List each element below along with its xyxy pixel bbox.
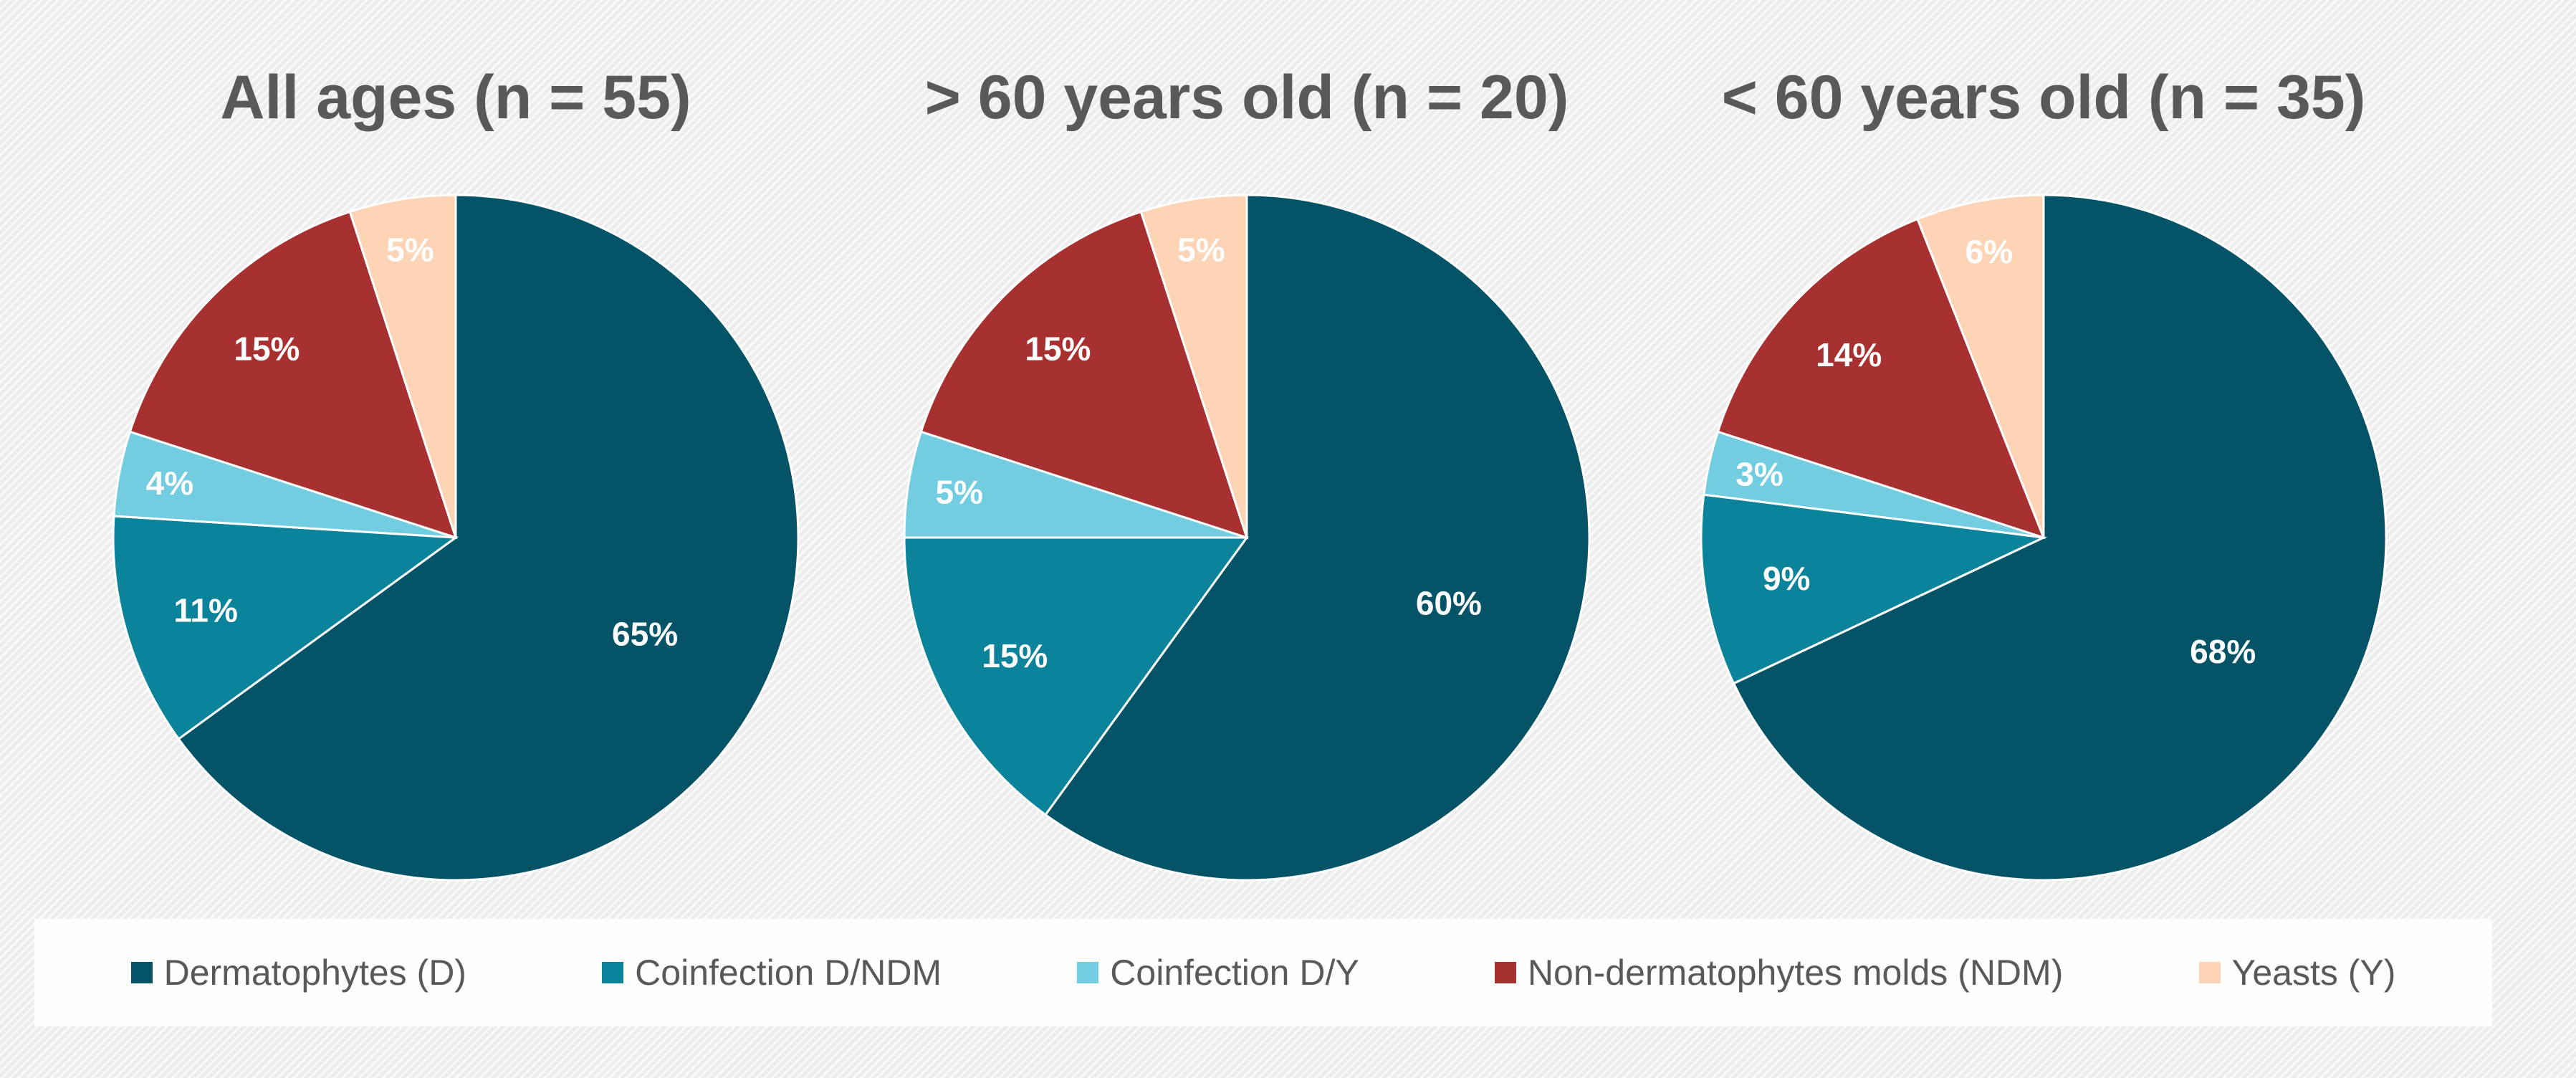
pie-slice-non-dermatophytes-molds-ndm	[919, 210, 1249, 540]
pie-chart-1: All ages (n = 55) 65% 11% 4% 15% 5%	[112, 63, 800, 882]
slice-data-label: 5%	[1177, 232, 1225, 269]
pie-slice-non-dermatophytes-molds-ndm	[128, 210, 458, 540]
pie-slice-yeasts-y	[348, 194, 457, 538]
slice-data-label: 5%	[386, 232, 434, 269]
legend-label: Yeasts (Y)	[2231, 953, 2396, 993]
slice-data-label: 14%	[1816, 336, 1882, 373]
slice-data-label: 11%	[173, 591, 238, 629]
legend-label: Non-dermatophytes molds (NDM)	[1527, 953, 2064, 993]
slice-data-label: 15%	[1025, 330, 1091, 367]
legend-item: Coinfection D/NDM	[602, 952, 942, 993]
slice-data-label: 65%	[612, 616, 678, 653]
pie-slice-yeasts-y	[1916, 194, 2045, 538]
legend-swatch	[2198, 962, 2221, 983]
slice-data-label: 4%	[146, 464, 193, 502]
pie-slice-non-dermatophytes-molds-ndm	[1716, 217, 2046, 540]
pie-slice-dermatophytes-d	[177, 194, 800, 882]
pie-slice-coinfection-d-ndm	[1700, 493, 2048, 685]
legend-item: Yeasts (Y)	[2198, 952, 2396, 993]
chart-title: All ages (n = 55)	[220, 63, 691, 132]
chart-title: > 60 years old (n = 20)	[925, 63, 1569, 132]
legend-label: Coinfection D/Y	[1110, 953, 1359, 993]
legend-swatch	[602, 962, 624, 983]
pie-chart-2: > 60 years old (n = 20) 60% 15% 5% 15% 5%	[903, 63, 1591, 882]
pie-slice-dermatophytes-d	[1732, 194, 2388, 882]
pie-chart-3: < 60 years old (n = 35) 68% 9% 3% 14% 6%	[1700, 63, 2388, 882]
legend-swatch	[1077, 962, 1099, 983]
legend-label: Coinfection D/NDM	[635, 953, 942, 993]
pie-slice-coinfection-d-ndm	[903, 536, 1249, 816]
slice-data-label: 60%	[1416, 585, 1482, 622]
legend-swatch	[130, 962, 153, 983]
pie-slice-coinfection-d-ndm	[112, 515, 459, 741]
legend-item: Coinfection D/Y	[1077, 952, 1359, 993]
slice-data-label: 9%	[1763, 560, 1810, 597]
slice-data-label: 15%	[982, 637, 1048, 674]
legend-item: Non-dermatophytes molds (NDM)	[1494, 952, 2064, 993]
legend-label: Dermatophytes (D)	[163, 953, 466, 993]
slice-data-label: 15%	[234, 330, 300, 367]
slice-data-label: 5%	[935, 473, 982, 510]
chart-title: < 60 years old (n = 35)	[1722, 63, 2366, 132]
pie-slice-yeasts-y	[1139, 194, 1248, 538]
pie-slice-coinfection-d-y	[903, 430, 1248, 539]
slice-data-label: 6%	[1965, 233, 2013, 270]
legend-item: Dermatophytes (D)	[130, 952, 466, 993]
slice-data-label: 3%	[1735, 455, 1783, 492]
legend-swatch	[1494, 962, 1516, 983]
pie-slice-dermatophytes-d	[1043, 194, 1591, 882]
slice-data-label: 68%	[2190, 633, 2256, 670]
legend: Dermatophytes (D) Coinfection D/NDM Coinfe…	[34, 919, 2492, 1026]
